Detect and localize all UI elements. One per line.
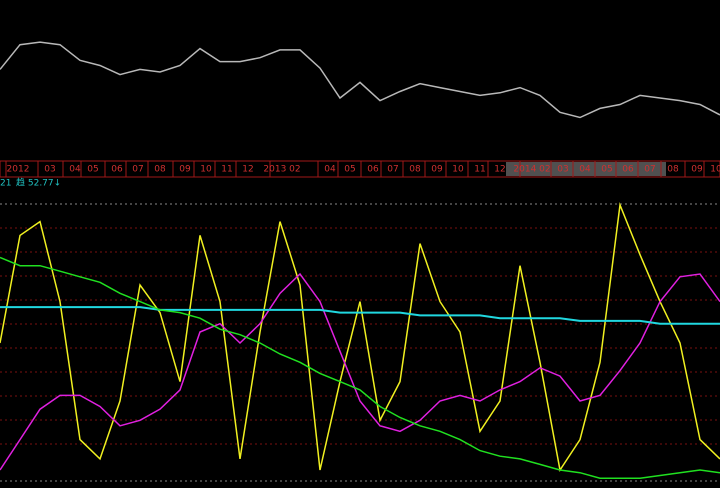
x-tick-label: 10 bbox=[200, 165, 212, 175]
series-line bbox=[0, 256, 720, 479]
scroll-thumb bbox=[506, 162, 666, 176]
x-tick-label: 07 bbox=[387, 165, 398, 175]
x-tick-label: 07 bbox=[644, 165, 655, 175]
x-tick-label: 11 bbox=[474, 165, 485, 175]
x-tick-label: 06 bbox=[367, 165, 379, 175]
x-tick-label: 09 bbox=[691, 165, 703, 175]
x-tick-label: 12 bbox=[494, 165, 505, 175]
x-tick-label: 08 bbox=[667, 165, 679, 175]
x-tick-label: 11 bbox=[221, 165, 232, 175]
series-line bbox=[0, 202, 720, 472]
series-line bbox=[0, 41, 720, 119]
x-tick-label: 2013 02 bbox=[263, 165, 300, 175]
x-tick-label: 09 bbox=[179, 165, 191, 175]
indicator-label: 趋 52.77↓ bbox=[16, 177, 61, 189]
x-tick-label: 07 bbox=[132, 165, 143, 175]
x-tick-label: 04 bbox=[324, 165, 336, 175]
indicator-period: 21 bbox=[0, 179, 11, 189]
x-tick-label: 03 bbox=[44, 165, 55, 175]
x-tick-label: 12 bbox=[242, 165, 253, 175]
x-tick-label: 10 bbox=[452, 165, 464, 175]
x-tick-label: 05 bbox=[87, 165, 98, 175]
x-tick-label: 2012 bbox=[7, 165, 30, 175]
x-tick-label: 04 bbox=[69, 165, 81, 175]
series-line bbox=[0, 272, 720, 471]
x-tick-label: 10 bbox=[710, 165, 720, 175]
x-tick-label: 03 bbox=[557, 165, 568, 175]
x-tick-label: 04 bbox=[579, 165, 591, 175]
x-tick-label: 2014 02 bbox=[513, 165, 550, 175]
x-tick-label: 08 bbox=[154, 165, 166, 175]
x-tick-label: 09 bbox=[431, 165, 443, 175]
series-line bbox=[0, 306, 720, 325]
x-tick-label: 06 bbox=[111, 165, 123, 175]
x-tick-label: 05 bbox=[601, 165, 612, 175]
x-tick-label: 06 bbox=[622, 165, 634, 175]
x-tick-label: 08 bbox=[409, 165, 421, 175]
indicator-grid bbox=[0, 203, 720, 482]
x-tick-label: 05 bbox=[344, 165, 355, 175]
